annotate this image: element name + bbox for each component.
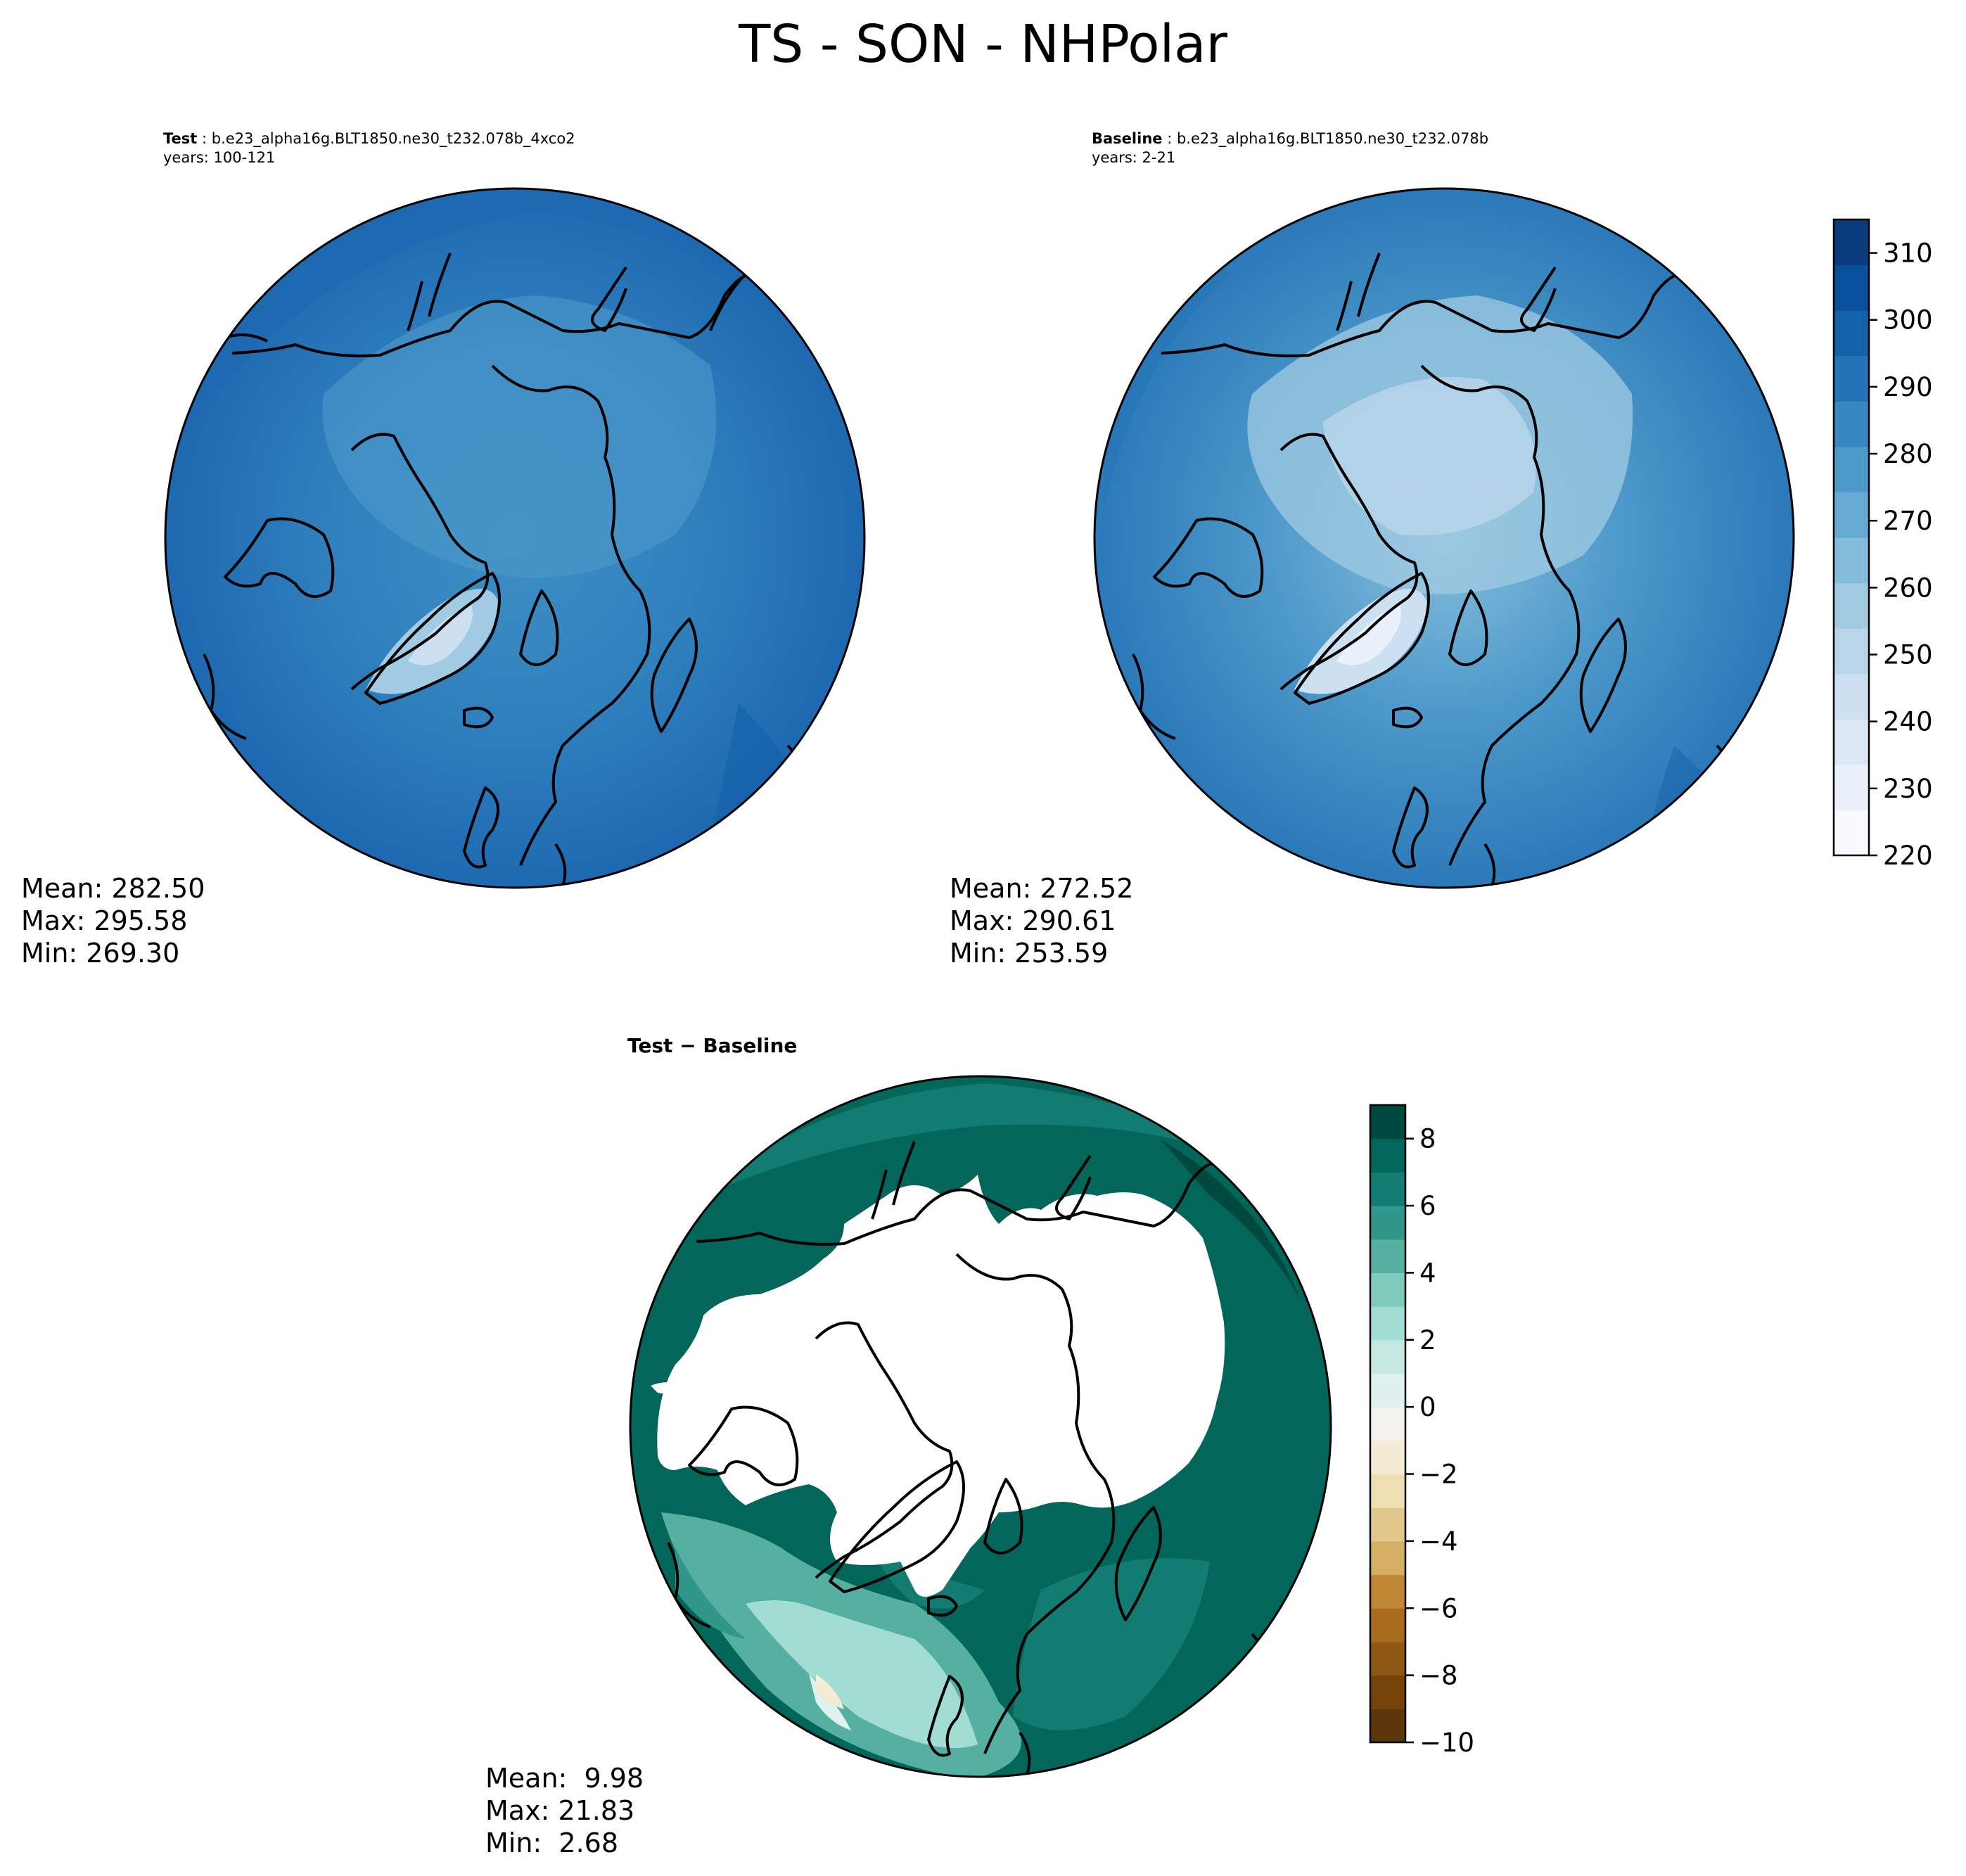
difference-colorbar-tick-label: 8 bbox=[1419, 1124, 1436, 1154]
diff-stats: Mean: 9.98 Max: 21.83 Min: 2.68 bbox=[485, 1762, 644, 1859]
difference-colorbar-segment bbox=[1370, 1172, 1405, 1206]
difference-colorbar-segment bbox=[1370, 1440, 1405, 1475]
diff-map bbox=[629, 1075, 1332, 1778]
difference-colorbar-tick-label: −10 bbox=[1419, 1728, 1474, 1758]
absolute-colorbar-tick-label: 270 bbox=[1883, 506, 1933, 536]
difference-colorbar-segment bbox=[1370, 1540, 1405, 1576]
absolute-colorbar-frame bbox=[1832, 218, 1870, 857]
difference-colorbar-segment bbox=[1370, 1272, 1405, 1307]
test-panel-title: Test : b.e23_alpha16g.BLT1850.ne30_t232.… bbox=[163, 129, 575, 167]
difference-colorbar-tick-label: −4 bbox=[1419, 1526, 1458, 1557]
difference-colorbar-segment bbox=[1370, 1507, 1405, 1542]
difference-colorbar-segment bbox=[1370, 1574, 1405, 1609]
test-mean: Mean: 282.50 bbox=[21, 873, 205, 904]
difference-colorbar-frame bbox=[1369, 1104, 1407, 1744]
absolute-colorbar-segment bbox=[1834, 673, 1869, 720]
absolute-colorbar-tick-label: 300 bbox=[1883, 305, 1933, 336]
absolute-colorbar-tick-label: 230 bbox=[1883, 774, 1933, 804]
absolute-colorbar: 220 230 240 250 260 270 280 290 300 310 bbox=[1832, 218, 1933, 871]
absolute-colorbar-tick-label: 250 bbox=[1883, 640, 1933, 670]
baseline-map bbox=[1093, 187, 1795, 889]
test-stats: Mean: 282.50 Max: 295.58 Min: 269.30 bbox=[21, 872, 205, 969]
baseline-map-boundary bbox=[1093, 187, 1795, 889]
diff-map-out-of-range-region bbox=[657, 1175, 1225, 1597]
baseline-case-name: b.e23_alpha16g.BLT1850.ne30_t232.078b bbox=[1176, 130, 1489, 147]
absolute-colorbar-segment bbox=[1834, 219, 1869, 266]
difference-colorbar-segment bbox=[1370, 1709, 1405, 1743]
baseline-years: years: 2-21 bbox=[1092, 149, 1176, 166]
absolute-colorbar-segment bbox=[1834, 582, 1869, 629]
difference-colorbar-segment bbox=[1370, 1675, 1405, 1709]
absolute-colorbar-segment bbox=[1834, 810, 1869, 856]
test-min: Min: 269.30 bbox=[21, 938, 180, 969]
difference-colorbar-segment bbox=[1370, 1306, 1405, 1341]
difference-colorbar-tick-label: −2 bbox=[1419, 1460, 1458, 1490]
difference-colorbar-tick-label: 0 bbox=[1419, 1392, 1436, 1422]
difference-colorbar-tick-label: −8 bbox=[1419, 1661, 1458, 1691]
absolute-colorbar-tick-label: 260 bbox=[1883, 573, 1933, 603]
absolute-colorbar-segment bbox=[1834, 355, 1869, 402]
test-years: years: 100-121 bbox=[163, 149, 276, 166]
test-case-name: b.e23_alpha16g.BLT1850.ne30_t232.078b_4x… bbox=[211, 130, 575, 147]
absolute-colorbar-tick-label: 290 bbox=[1883, 372, 1933, 402]
absolute-colorbar-segment bbox=[1834, 537, 1869, 584]
difference-colorbar-segment bbox=[1370, 1474, 1405, 1508]
diff-map-boundary bbox=[629, 1075, 1332, 1778]
diff-mean: Mean: 9.98 bbox=[485, 1763, 644, 1794]
absolute-colorbar-segment bbox=[1834, 764, 1869, 811]
difference-colorbar-segment bbox=[1370, 1339, 1405, 1374]
diff-min: Min: 2.68 bbox=[485, 1827, 618, 1858]
figure-title: TS - SON - NHPolar bbox=[739, 14, 1227, 75]
baseline-mean: Mean: 272.52 bbox=[950, 873, 1134, 904]
difference-colorbar-tick-label: 4 bbox=[1419, 1258, 1436, 1288]
difference-colorbar-tick-label: −6 bbox=[1419, 1593, 1458, 1623]
difference-colorbar-tick-label: 6 bbox=[1419, 1191, 1436, 1221]
difference-colorbar-segment bbox=[1370, 1105, 1405, 1140]
baseline-label: Baseline bbox=[1092, 130, 1163, 147]
difference-colorbar-segment bbox=[1370, 1239, 1405, 1274]
difference-colorbar-tick-label: 2 bbox=[1419, 1325, 1436, 1355]
difference-colorbar-segment bbox=[1370, 1407, 1405, 1441]
absolute-colorbar-segment bbox=[1834, 446, 1869, 493]
baseline-min: Min: 253.59 bbox=[950, 938, 1109, 969]
diff-panel-title: Test − Baseline bbox=[627, 1034, 798, 1057]
diff-max: Max: 21.83 bbox=[485, 1795, 635, 1826]
absolute-colorbar-tick-label: 280 bbox=[1883, 439, 1933, 469]
difference-colorbar-segment bbox=[1370, 1641, 1405, 1676]
test-label: Test bbox=[163, 130, 198, 147]
difference-colorbar-segment bbox=[1370, 1608, 1405, 1642]
absolute-colorbar-segment bbox=[1834, 310, 1869, 357]
absolute-colorbar-tick-label: 310 bbox=[1883, 238, 1933, 269]
test-map-boundary bbox=[164, 187, 866, 889]
difference-colorbar-segment bbox=[1370, 1206, 1405, 1240]
test-max: Max: 295.58 bbox=[21, 905, 188, 936]
test-map bbox=[164, 187, 866, 889]
difference-colorbar-segment bbox=[1370, 1138, 1405, 1173]
difference-colorbar-segment bbox=[1370, 1373, 1405, 1408]
absolute-colorbar-segment bbox=[1834, 492, 1869, 538]
baseline-panel-title: Baseline : b.e23_alpha16g.BLT1850.ne30_t… bbox=[1092, 129, 1488, 167]
baseline-max: Max: 290.61 bbox=[950, 905, 1116, 936]
absolute-colorbar-segment bbox=[1834, 628, 1869, 675]
absolute-colorbar-tick-label: 240 bbox=[1883, 707, 1933, 737]
absolute-colorbar-segment bbox=[1834, 401, 1869, 447]
baseline-case-separator: : bbox=[1162, 130, 1177, 147]
absolute-colorbar-segment bbox=[1834, 719, 1869, 765]
absolute-colorbar-segment bbox=[1834, 264, 1869, 311]
absolute-colorbar-tick-label: 220 bbox=[1883, 841, 1933, 871]
baseline-stats: Mean: 272.52 Max: 290.61 Min: 253.59 bbox=[950, 872, 1133, 969]
difference-colorbar: −10 −8 −6 −4 −2 0 2 4 6 8 bbox=[1369, 1104, 1474, 1758]
test-case-separator: : bbox=[197, 130, 212, 147]
